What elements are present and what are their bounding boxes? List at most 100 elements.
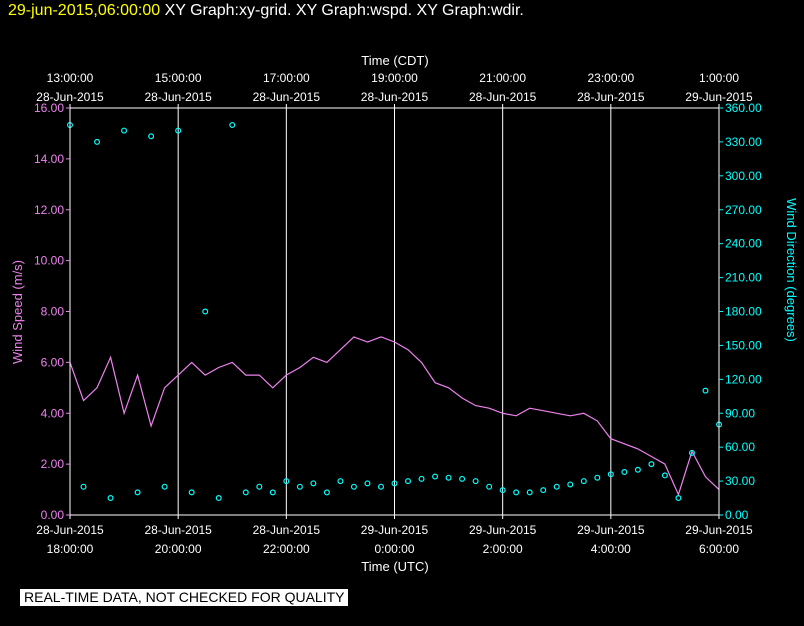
wind-direction-point xyxy=(269,489,276,496)
top-tick-label: 29-Jun-2015 xyxy=(685,90,753,104)
left-tick-label: 6.00 xyxy=(41,355,65,369)
wind-direction-point xyxy=(107,495,114,502)
top-tick-label: 13:00:00 xyxy=(47,71,94,85)
wind-direction-point xyxy=(350,483,357,490)
bottom-tick-label: 4:00:00 xyxy=(591,542,631,556)
wind-direction-point xyxy=(648,461,655,468)
wind-direction-point xyxy=(607,471,614,478)
wind-direction-point xyxy=(405,478,412,485)
grid-lines xyxy=(177,108,612,515)
left-tick-label: 10.00 xyxy=(34,254,64,268)
top-tick-label: 28-Jun-2015 xyxy=(577,90,645,104)
wind-speed-line xyxy=(69,336,720,497)
wind-direction-point xyxy=(526,489,533,496)
bottom-axis-label: Time (UTC) xyxy=(361,559,428,574)
right-tick-label: 150.00 xyxy=(725,338,762,352)
left-tick-label: 12.00 xyxy=(34,203,64,217)
top-tick-label: 28-Jun-2015 xyxy=(36,90,104,104)
wind-direction-point xyxy=(621,469,628,476)
bottom-tick-label: 28-Jun-2015 xyxy=(36,523,104,537)
wind-direction-point xyxy=(459,475,466,482)
wind-direction-point xyxy=(215,495,222,502)
chart-header: 29-jun-2015,06:00:00 XY Graph:xy-grid. X… xyxy=(8,2,524,20)
right-tick-label: 90.00 xyxy=(725,406,755,420)
wind-direction-point xyxy=(540,487,547,494)
right-tick-label: 30.00 xyxy=(725,474,755,488)
wind-direction-point xyxy=(553,483,560,490)
bottom-tick-label: 2:00:00 xyxy=(483,542,523,556)
top-tick-label: 28-Jun-2015 xyxy=(361,90,429,104)
top-axis-label: Time (CDT) xyxy=(361,53,428,68)
right-axis-label: Wind Direction (degrees) xyxy=(784,198,799,342)
top-tick-label: 15:00:00 xyxy=(155,71,202,85)
bottom-tick-label: 29-Jun-2015 xyxy=(685,523,753,537)
wind-direction-point xyxy=(134,489,141,496)
wind-direction-point xyxy=(702,387,709,394)
axes: 13:00:00 28-Jun-2015 15:00:00 28-Jun-2015 17… xyxy=(34,71,762,556)
wind-direction-point xyxy=(675,495,682,502)
bottom-tick-label: 29-Jun-2015 xyxy=(469,523,537,537)
left-tick-label: 4.00 xyxy=(41,406,65,420)
header-graph-titles: XY Graph:xy-grid. XY Graph:wspd. XY Grap… xyxy=(164,2,524,19)
left-tick-label: 2.00 xyxy=(41,457,65,471)
wind-direction-point xyxy=(567,481,574,488)
right-tick-label: 180.00 xyxy=(725,305,762,319)
right-tick-label: 210.00 xyxy=(725,271,762,285)
wind-direction-point xyxy=(121,127,128,134)
wind-direction-point xyxy=(594,474,601,481)
left-axis-label: Wind Speed (m/s) xyxy=(10,260,25,364)
right-tick-label: 60.00 xyxy=(725,440,755,454)
header-timestamp: 29-jun-2015,06:00:00 xyxy=(8,2,161,19)
wind-direction-point xyxy=(80,483,87,490)
wind-direction-point xyxy=(148,133,155,140)
bottom-tick-label: 0:00:00 xyxy=(374,542,414,556)
wind-direction-point xyxy=(337,478,344,485)
wind-direction-point xyxy=(432,473,439,480)
wind-direction-point xyxy=(513,489,520,496)
right-tick-label: 0.00 xyxy=(725,508,749,522)
top-tick-label: 28-Jun-2015 xyxy=(253,90,321,104)
wind-direction-point xyxy=(242,489,249,496)
wind-direction-point xyxy=(364,480,371,487)
wind-direction-point xyxy=(688,449,695,456)
wind-direction-point xyxy=(661,472,668,479)
wind-direction-point xyxy=(202,308,209,315)
wind-direction-point xyxy=(188,489,195,496)
wind-direction-point xyxy=(310,480,317,487)
top-tick-label: 17:00:00 xyxy=(263,71,310,85)
left-tick-label: 8.00 xyxy=(41,305,65,319)
wind-direction-point xyxy=(94,138,101,145)
wind-direction-point xyxy=(418,475,425,482)
right-tick-label: 330.00 xyxy=(725,135,762,149)
bottom-tick-label: 29-Jun-2015 xyxy=(577,523,645,537)
bottom-tick-label: 29-Jun-2015 xyxy=(361,523,429,537)
wind-direction-point xyxy=(175,127,182,134)
left-tick-label: 16.00 xyxy=(34,101,64,115)
right-tick-label: 360.00 xyxy=(725,101,762,115)
wind-direction-point xyxy=(296,483,303,490)
bottom-tick-label: 6:00:00 xyxy=(699,542,739,556)
top-tick-label: 23:00:00 xyxy=(587,71,634,85)
wind-direction-point xyxy=(472,478,479,485)
wind-direction-point xyxy=(499,487,506,494)
wind-direction-point xyxy=(229,121,236,128)
bottom-tick-label: 18:00:00 xyxy=(47,542,94,556)
quality-notice: REAL-TIME DATA, NOT CHECKED FOR QUALITY xyxy=(20,589,349,606)
wind-direction-point xyxy=(323,489,330,496)
top-tick-label: 28-Jun-2015 xyxy=(144,90,212,104)
right-tick-label: 240.00 xyxy=(725,237,762,251)
wind-direction-point xyxy=(445,474,452,481)
wind-direction-point xyxy=(161,483,168,490)
top-tick-label: 1:00:00 xyxy=(699,71,739,85)
right-tick-label: 300.00 xyxy=(725,169,762,183)
wind-direction-point xyxy=(634,466,641,473)
wind-direction-point xyxy=(256,483,263,490)
bottom-tick-label: 28-Jun-2015 xyxy=(144,523,212,537)
wind-direction-point xyxy=(391,480,398,487)
top-tick-label: 19:00:00 xyxy=(371,71,418,85)
wind-direction-point xyxy=(580,478,587,485)
bottom-tick-label: 28-Jun-2015 xyxy=(253,523,321,537)
bottom-tick-label: 22:00:00 xyxy=(263,542,310,556)
left-tick-label: 14.00 xyxy=(34,152,64,166)
